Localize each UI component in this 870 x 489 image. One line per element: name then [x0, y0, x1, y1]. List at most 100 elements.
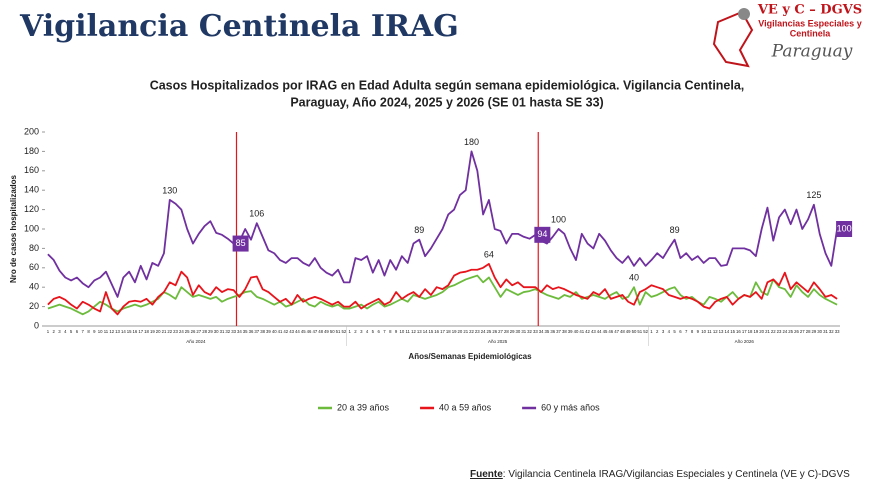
x-tick-label: 36	[550, 329, 555, 334]
label-box	[836, 221, 853, 237]
x-tick-label: 38	[260, 329, 265, 334]
x-tick-label: 43	[289, 329, 294, 334]
x-tick-label: 50	[632, 329, 637, 334]
x-tick-label: 12	[109, 329, 114, 334]
data-label: 40	[629, 273, 639, 283]
x-tick-label: 9	[395, 329, 398, 334]
x-tick-label: 11	[104, 329, 109, 334]
y-tick-label: 200	[24, 126, 39, 136]
x-tick-label: 23	[475, 329, 480, 334]
x-tick-label: 46	[307, 329, 312, 334]
x-tick-label: 35	[545, 329, 550, 334]
x-tick-label: 12	[411, 329, 416, 334]
logo: VE y C – DGVS Vigilancias Especiales y C…	[712, 3, 862, 68]
x-tick-label: 22	[771, 329, 776, 334]
x-tick-label: 16	[736, 329, 741, 334]
y-tick-label: 80	[29, 243, 39, 253]
x-tick-label: 1	[47, 329, 50, 334]
x-tick-label: 25	[487, 329, 492, 334]
x-tick-label: 17	[440, 329, 445, 334]
x-tick-label: 46	[608, 329, 613, 334]
x-tick-label: 3	[58, 329, 61, 334]
data-label: 100	[837, 223, 852, 233]
logo-name: VE y C – DGVS	[757, 3, 862, 18]
x-tick-label: 50	[330, 329, 335, 334]
x-tick-label: 26	[492, 329, 497, 334]
legend-label: 20 a 39 años	[337, 402, 390, 412]
chart-title: Casos Hospitalizados por IRAG en Edad Ad…	[150, 78, 745, 92]
x-tick-label: 2	[656, 329, 659, 334]
y-tick-label: 180	[24, 146, 39, 156]
x-tick-label: 21	[463, 329, 468, 334]
x-tick-label: 31	[220, 329, 225, 334]
x-tick-label: 36	[249, 329, 254, 334]
x-tick-label: 29	[208, 329, 213, 334]
x-tick-label: 9	[93, 329, 96, 334]
x-tick-label: 23	[173, 329, 178, 334]
page-title: Vigilancia Centinela IRAG	[19, 9, 459, 44]
x-tick-label: 41	[579, 329, 584, 334]
x-tick-label: 8	[389, 329, 392, 334]
source: Fuente: Vigilancia Centinela IRAG/Vigila…	[470, 469, 850, 480]
x-tick-label: 9	[697, 329, 700, 334]
x-tick-label: 19	[753, 329, 758, 334]
x-tick-label: 25	[788, 329, 793, 334]
x-tick-label: 39	[266, 329, 271, 334]
x-tick-label: 37	[556, 329, 561, 334]
x-tick-label: 15	[730, 329, 735, 334]
year-label: Año 2026	[735, 339, 755, 344]
x-tick-label: 23	[777, 329, 782, 334]
x-tick-label: 42	[283, 329, 288, 334]
logo-country: Paraguay	[771, 42, 853, 62]
x-tick-label: 13	[719, 329, 724, 334]
y-tick-label: 100	[24, 223, 39, 233]
x-tick-label: 28	[806, 329, 811, 334]
x-tick-label: 26	[191, 329, 196, 334]
x-tick-label: 14	[121, 329, 126, 334]
x-tick-label: 13	[417, 329, 422, 334]
x-tick-label: 1	[650, 329, 653, 334]
x-tick-label: 5	[70, 329, 73, 334]
data-label: 130	[162, 185, 177, 195]
legend-label: 60 y más años	[541, 402, 600, 412]
x-tick-label: 44	[597, 329, 602, 334]
x-tick-label: 29	[510, 329, 515, 334]
x-tick-label: 28	[504, 329, 509, 334]
x-tick-label: 34	[539, 329, 544, 334]
x-tick-label: 38	[562, 329, 567, 334]
y-tick-label: 40	[29, 282, 39, 292]
x-tick-label: 16	[434, 329, 439, 334]
x-tick-label: 5	[673, 329, 676, 334]
data-label: 106	[249, 209, 264, 219]
x-tick-label: 6	[377, 329, 380, 334]
year-label: Año 2024	[186, 339, 206, 344]
data-label: 180	[464, 137, 479, 147]
source-label: Fuente	[470, 469, 503, 480]
data-label: 89	[670, 225, 680, 235]
label-box	[232, 235, 249, 252]
x-tick-label: 4	[366, 329, 369, 334]
logo-icon	[738, 8, 750, 20]
data-label: 64	[484, 249, 494, 259]
y-tick-label: 140	[24, 185, 39, 195]
series-line	[47, 150, 838, 298]
x-tick-label: 35	[243, 329, 248, 334]
x-tick-label: 41	[278, 329, 283, 334]
x-tick-label: 21	[765, 329, 770, 334]
boxed-label: 94	[534, 226, 551, 243]
x-tick-label: 19	[452, 329, 457, 334]
data-label: 85	[236, 238, 246, 248]
x-tick-label: 18	[144, 329, 149, 334]
x-tick-label: 27	[800, 329, 805, 334]
x-tick-label: 33	[533, 329, 538, 334]
data-label: 100	[551, 214, 566, 224]
x-tick-label: 11	[405, 329, 410, 334]
x-tick-label: 15	[429, 329, 434, 334]
x-tick-label: 47	[312, 329, 317, 334]
series-line	[47, 274, 838, 316]
x-tick-label: 7	[685, 329, 688, 334]
x-tick-label: 31	[521, 329, 526, 334]
x-tick-label: 13	[115, 329, 120, 334]
x-tick-label: 49	[626, 329, 631, 334]
